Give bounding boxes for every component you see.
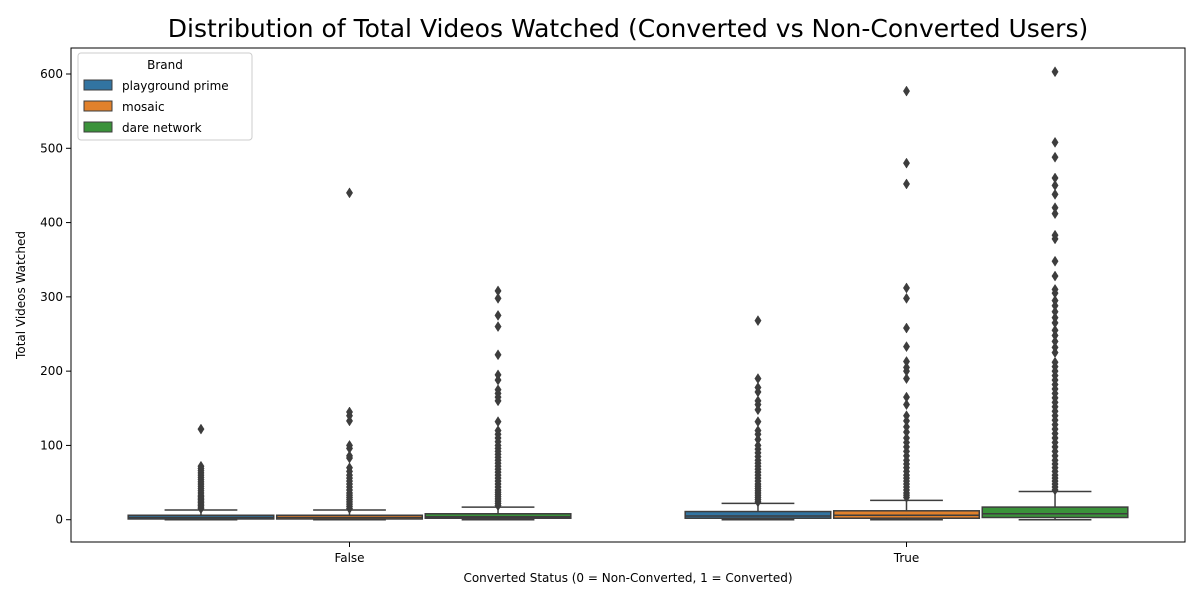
outlier-point xyxy=(903,341,910,353)
y-tick-label: 500 xyxy=(40,141,63,155)
outlier-point xyxy=(903,322,910,334)
outlier-point xyxy=(903,432,910,444)
outlier-point xyxy=(346,462,353,474)
outlier-point xyxy=(903,282,910,294)
outlier-point xyxy=(754,425,762,437)
outlier-point xyxy=(754,373,762,385)
outlier-point xyxy=(494,384,502,396)
legend-frame xyxy=(77,52,253,141)
legend-swatch xyxy=(83,100,113,112)
box-dare-network-true xyxy=(981,66,1129,521)
y-axis: 0 100 200 300 400 500 600 xyxy=(40,67,71,527)
outlier-point xyxy=(1051,270,1059,282)
outlier-point xyxy=(903,157,910,169)
outlier-point xyxy=(1051,324,1059,336)
outlier-point xyxy=(754,395,762,407)
x-tick-label: False xyxy=(334,551,364,565)
outlier-point xyxy=(903,356,910,367)
outlier-point xyxy=(903,373,910,385)
box-mosaic-true xyxy=(832,85,981,521)
outlier-point xyxy=(754,439,762,451)
legend-item-label: dare network xyxy=(122,121,202,135)
plot-frame xyxy=(70,47,1186,543)
outlier-point xyxy=(346,439,353,451)
iqr-box xyxy=(981,506,1129,519)
legend-title: Brand xyxy=(147,58,183,72)
x-axis: False True xyxy=(334,542,919,565)
y-tick-label: 100 xyxy=(40,438,63,452)
outlier-point xyxy=(494,285,502,297)
outlier-point xyxy=(903,421,910,433)
outlier-point xyxy=(494,369,502,381)
outlier-point xyxy=(1051,188,1059,200)
outlier-point xyxy=(197,460,205,472)
outlier-point xyxy=(1051,283,1059,295)
outlier-point xyxy=(903,85,910,97)
y-tick-label: 600 xyxy=(40,67,63,81)
outlier-point xyxy=(903,391,910,403)
x-tick-label: True xyxy=(893,551,920,565)
outlier-point xyxy=(1051,356,1059,368)
outlier-point xyxy=(903,399,910,411)
outlier-point xyxy=(1051,136,1059,148)
chart-title: Distribution of Total Videos Watched (Co… xyxy=(168,14,1088,43)
box-playground-prime-true xyxy=(684,315,832,521)
outlier-point xyxy=(1051,295,1059,307)
outlier-point xyxy=(197,423,205,435)
outlier-point xyxy=(1051,151,1059,163)
legend-item-label: playground prime xyxy=(122,79,229,93)
outlier-point xyxy=(494,309,502,321)
outlier-point xyxy=(1051,341,1059,353)
outlier-point xyxy=(1051,179,1059,191)
outlier-point xyxy=(494,349,502,361)
outlier-point xyxy=(346,450,353,462)
y-tick-label: 200 xyxy=(40,364,63,378)
outlier-point xyxy=(1051,312,1059,324)
outlier-point xyxy=(494,321,502,333)
legend-swatch xyxy=(83,79,113,91)
outlier-point xyxy=(754,315,762,327)
y-tick-label: 0 xyxy=(55,513,63,527)
outlier-point xyxy=(346,406,353,418)
outlier-point xyxy=(903,410,910,422)
box-mosaic-false xyxy=(275,187,424,521)
x-axis-label: Converted Status (0 = Non-Converted, 1 =… xyxy=(463,571,792,585)
outlier-point xyxy=(494,416,502,428)
outlier-point xyxy=(1051,306,1059,318)
box-playground-prime-false xyxy=(127,423,275,521)
legend-item-label: mosaic xyxy=(122,100,165,114)
outlier-point xyxy=(903,292,910,304)
outlier-point xyxy=(903,178,910,190)
legend: Brand playground prime mosaic dare network xyxy=(77,52,253,141)
iqr-box xyxy=(684,510,832,519)
legend-swatch xyxy=(83,121,113,133)
outlier-point xyxy=(494,425,502,437)
y-tick-label: 400 xyxy=(40,216,63,230)
outlier-point xyxy=(1051,66,1059,78)
outlier-point xyxy=(494,292,502,304)
y-tick-label: 300 xyxy=(40,290,63,304)
outlier-point xyxy=(1051,172,1059,184)
box-dare-network-false xyxy=(424,285,572,521)
outlier-point xyxy=(754,416,762,428)
outlier-point xyxy=(1051,335,1059,347)
outlier-point xyxy=(346,187,353,199)
outlier-point xyxy=(1051,208,1059,220)
outlier-point xyxy=(754,382,762,393)
outlier-point xyxy=(1051,229,1059,241)
outlier-point xyxy=(1051,202,1059,214)
outlier-point xyxy=(1051,255,1059,267)
plot-area xyxy=(127,66,1129,521)
y-axis-label: Total Videos Watched xyxy=(14,231,28,360)
outlier-point xyxy=(903,361,910,373)
